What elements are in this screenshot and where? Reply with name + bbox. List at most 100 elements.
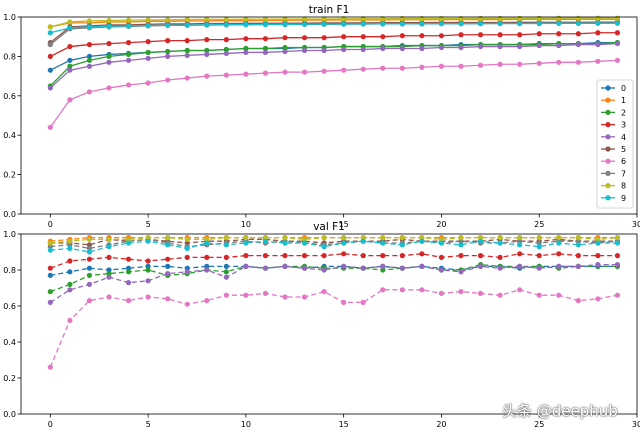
data-point: [341, 251, 347, 257]
data-point: [165, 22, 171, 28]
series-line: [50, 238, 618, 250]
data-point: [262, 235, 269, 241]
axes-frame: [20, 233, 638, 415]
data-point: [125, 17, 132, 23]
data-point: [204, 73, 210, 79]
data-point: [301, 294, 308, 300]
data-point: [67, 258, 73, 264]
data-point: [517, 32, 523, 38]
data-point: [614, 235, 621, 241]
y-tick-label: 0.0: [3, 210, 16, 219]
data-point: [86, 18, 93, 24]
data-point: [223, 37, 229, 43]
data-point: [282, 44, 288, 51]
series-line: [50, 32, 618, 57]
data-point: [47, 24, 53, 30]
data-point: [458, 269, 464, 275]
data-point: [380, 45, 386, 52]
data-point: [243, 49, 249, 56]
legend-label: 6: [621, 157, 626, 166]
data-point: [458, 32, 464, 38]
data-point: [204, 240, 210, 246]
data-point: [321, 35, 327, 41]
y-tick-label: 0.4: [3, 338, 16, 347]
data-point: [399, 21, 405, 27]
data-point: [575, 263, 581, 269]
data-point: [458, 242, 464, 248]
data-point: [184, 254, 190, 260]
data-point: [614, 20, 621, 26]
data-point: [184, 269, 190, 275]
data-point: [517, 238, 523, 244]
data-point: [204, 22, 210, 28]
data-point: [106, 40, 112, 47]
data-point: [282, 21, 288, 27]
data-point: [321, 253, 327, 259]
data-point: [262, 21, 269, 28]
data-point: [497, 43, 503, 50]
data-point: [438, 254, 445, 260]
data-point: [556, 292, 562, 298]
legend-item-0: 0: [601, 84, 626, 93]
data-point: [47, 41, 53, 48]
data-point: [458, 235, 464, 241]
data-point: [47, 265, 53, 271]
data-point: [517, 20, 523, 27]
data-point: [184, 22, 190, 28]
y-tick-label: 1.0: [3, 13, 16, 22]
data-point: [243, 253, 249, 259]
legend-marker: [605, 122, 611, 128]
data-point: [204, 298, 210, 304]
data-point: [360, 21, 366, 27]
data-point: [223, 269, 229, 275]
series-2: [47, 40, 621, 89]
data-point: [243, 45, 249, 52]
data-point: [125, 51, 132, 58]
data-point: [262, 36, 269, 42]
data-point: [184, 240, 190, 246]
data-point: [262, 49, 269, 56]
data-point: [458, 253, 464, 259]
data-point: [86, 298, 93, 304]
data-point: [595, 262, 601, 268]
data-point: [145, 22, 151, 29]
data-point: [575, 235, 581, 241]
data-point: [165, 48, 171, 55]
data-point: [125, 236, 132, 242]
data-point: [282, 16, 288, 22]
series-line: [49, 59, 618, 128]
data-point: [614, 262, 621, 268]
legend-marker: [605, 85, 611, 91]
data-point: [165, 38, 171, 44]
data-point: [282, 69, 288, 75]
data-point: [86, 245, 93, 251]
legend-label: 4: [621, 133, 626, 142]
data-point: [341, 21, 347, 27]
data-point: [165, 263, 171, 269]
data-point: [184, 245, 190, 251]
data-point: [419, 287, 425, 293]
data-point: [145, 263, 151, 269]
data-point: [556, 263, 562, 269]
series-line: [49, 289, 618, 368]
data-point: [145, 17, 151, 23]
x-tick-label: 25: [534, 420, 544, 429]
legend-item-1: 1: [601, 96, 626, 105]
data-point: [517, 61, 523, 67]
y-tick-label: 0.8: [3, 52, 16, 61]
data-point: [223, 72, 229, 78]
data-point: [614, 253, 621, 259]
data-point: [614, 240, 621, 246]
data-point: [301, 16, 308, 22]
data-point: [595, 58, 601, 64]
data-point: [262, 265, 269, 271]
data-point: [145, 294, 151, 300]
data-point: [575, 238, 581, 244]
data-point: [165, 256, 171, 262]
data-point: [341, 16, 347, 22]
data-point: [223, 274, 229, 280]
data-point: [86, 249, 93, 255]
legend-label: 0: [621, 84, 626, 93]
data-point: [477, 263, 484, 269]
